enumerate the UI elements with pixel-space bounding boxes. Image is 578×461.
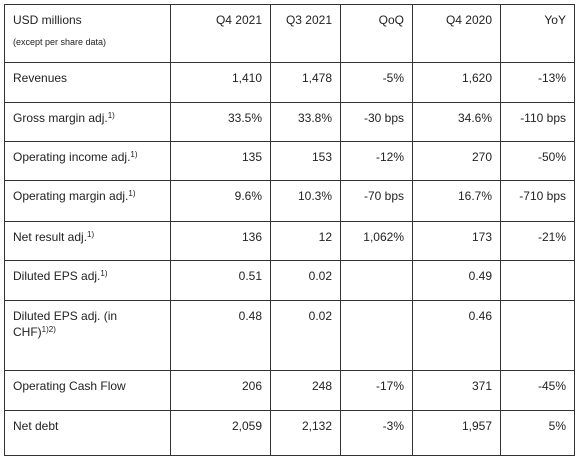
value-cell: 206 <box>170 370 271 411</box>
value-cell: 1,478 <box>270 62 341 103</box>
value-cell: 9.6% <box>170 180 271 222</box>
empty-cell <box>500 260 575 301</box>
value-cell: 33.5% <box>170 102 271 142</box>
row-label-cell: Operating Cash Flow <box>4 370 171 411</box>
row-label: Diluted EPS adj. (in CHF) <box>13 309 118 339</box>
row-label-cell: Revenues <box>4 62 171 103</box>
value-cell: -710 bps <box>500 180 575 222</box>
table-body: USD millions (except per share data) Q4 2… <box>4 4 575 456</box>
value-cell: 270 <box>412 141 501 181</box>
value-cell: 0.48 <box>170 300 271 371</box>
value-cell: 33.8% <box>270 102 341 142</box>
value-cell: -21% <box>500 221 575 261</box>
column-header: Q3 2021 <box>270 4 341 63</box>
row-label: Operating Cash Flow <box>13 379 126 393</box>
value-cell: 1,957 <box>412 410 501 456</box>
value-cell: 153 <box>270 141 341 181</box>
row-label-cell: Operating income adj.1) <box>4 141 171 181</box>
value-cell: -30 bps <box>340 102 413 142</box>
row-label-cell: Operating margin adj.1) <box>4 180 171 222</box>
value-cell: 0.49 <box>412 260 501 301</box>
value-cell: -5% <box>340 62 413 103</box>
table-row: Net debt 2,059 2,132 -3% 1,957 5% <box>4 410 575 456</box>
value-cell: 1,410 <box>170 62 271 103</box>
value-cell: 10.3% <box>270 180 341 222</box>
value-cell: -110 bps <box>500 102 575 142</box>
value-cell: 12 <box>270 221 341 261</box>
value-cell: 136 <box>170 221 271 261</box>
results-table: USD millions (except per share data) Q4 2… <box>4 4 575 456</box>
footnote-ref: 1) <box>100 269 108 278</box>
empty-cell <box>340 300 413 371</box>
table-row: Net result adj.1) 136 12 1,062% 173 -21% <box>4 221 575 261</box>
value-cell: 248 <box>270 370 341 411</box>
value-cell: 0.51 <box>170 260 271 301</box>
row-label: Diluted EPS adj. <box>13 269 101 283</box>
value-cell: -50% <box>500 141 575 181</box>
row-label-cell: Net debt <box>4 410 171 456</box>
row-label: Operating income adj. <box>13 150 131 164</box>
value-cell: -12% <box>340 141 413 181</box>
header-cell: USD millions (except per share data) <box>4 4 171 63</box>
header-subtitle: (except per share data) <box>13 37 107 47</box>
row-label-cell: Net result adj.1) <box>4 221 171 261</box>
value-cell: 0.02 <box>270 300 341 371</box>
table-row: Revenues 1,410 1,478 -5% 1,620 -13% <box>4 62 575 103</box>
footnote-ref: 1)2) <box>41 325 56 334</box>
empty-cell <box>500 300 575 371</box>
value-cell: 1,620 <box>412 62 501 103</box>
value-cell: -13% <box>500 62 575 103</box>
footnote-ref: 1) <box>107 111 115 120</box>
value-cell: -3% <box>340 410 413 456</box>
value-cell: -17% <box>340 370 413 411</box>
header-title: USD millions <box>13 13 82 27</box>
row-label: Revenues <box>13 71 68 85</box>
row-label: Net result adj. <box>13 230 88 244</box>
table-row: Diluted EPS adj. (in CHF)1)2) 0.48 0.02 0.4… <box>4 300 575 371</box>
footnote-ref: 1) <box>130 150 138 159</box>
table-row: Operating margin adj.1) 9.6% 10.3% -70 bps 1… <box>4 180 575 222</box>
value-cell: 371 <box>412 370 501 411</box>
value-cell: 0.46 <box>412 300 501 371</box>
row-label-cell: Diluted EPS adj.1) <box>4 260 171 301</box>
value-cell: 173 <box>412 221 501 261</box>
row-label: Operating margin adj. <box>13 189 129 203</box>
column-header: Q4 2020 <box>412 4 501 63</box>
value-cell: -45% <box>500 370 575 411</box>
row-label-cell: Gross margin adj.1) <box>4 102 171 142</box>
value-cell: 1,062% <box>340 221 413 261</box>
value-cell: 34.6% <box>412 102 501 142</box>
table-row: Operating income adj.1) 135 153 -12% 270 -50% <box>4 141 575 181</box>
row-label: Net debt <box>13 419 59 433</box>
table-row: Operating Cash Flow 206 248 -17% 371 -45% <box>4 370 575 411</box>
value-cell: 135 <box>170 141 271 181</box>
value-cell: -70 bps <box>340 180 413 222</box>
header-row: USD millions (except per share data) Q4 2… <box>4 4 575 63</box>
value-cell: 2,132 <box>270 410 341 456</box>
value-cell: 2,059 <box>170 410 271 456</box>
table-row: Diluted EPS adj.1) 0.51 0.02 0.49 <box>4 260 575 301</box>
column-header: YoY <box>500 4 575 63</box>
column-header: Q4 2021 <box>170 4 271 63</box>
value-cell: 5% <box>500 410 575 456</box>
empty-cell <box>340 260 413 301</box>
footnote-ref: 1) <box>87 230 95 239</box>
row-label: Gross margin adj. <box>13 111 108 125</box>
column-header: QoQ <box>340 4 413 63</box>
value-cell: 16.7% <box>412 180 501 222</box>
table-row: Gross margin adj.1) 33.5% 33.8% -30 bps 34.6… <box>4 102 575 142</box>
footnote-ref: 1) <box>128 189 136 198</box>
value-cell: 0.02 <box>270 260 341 301</box>
row-label-cell: Diluted EPS adj. (in CHF)1)2) <box>4 300 171 371</box>
